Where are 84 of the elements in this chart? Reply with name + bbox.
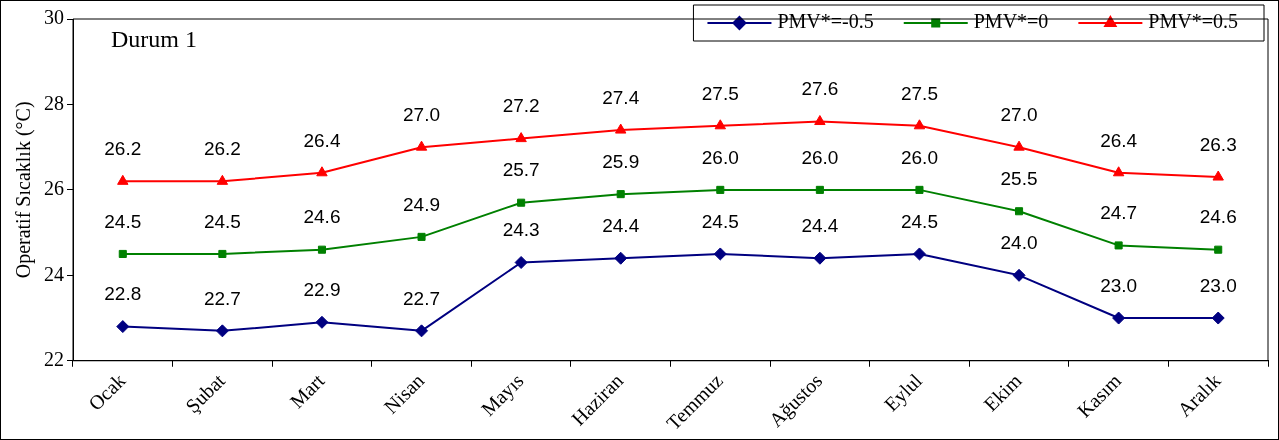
legend-label: PMV*=0 [973,10,1049,33]
data-label: 22.7 [203,287,241,309]
data-label: 25.9 [602,150,640,172]
data-label: 23.0 [1100,274,1138,296]
point [515,132,527,143]
data-label: 24.7 [1100,202,1138,224]
data-label: 27.5 [900,82,938,104]
point [1114,241,1123,250]
point [1012,268,1026,282]
y-tick-label: 24 [44,262,64,285]
point [514,256,528,269]
point [415,324,429,338]
data-label: 22.7 [403,287,441,309]
point [116,320,130,334]
point [216,174,229,185]
y-axis-title: Operatif Sıcaklık (°C) [12,101,36,279]
data-label: 26.3 [1199,133,1237,155]
point [815,185,824,194]
point [915,185,924,194]
point [713,247,727,261]
point [616,190,625,199]
data-label: 24.5 [203,210,241,232]
point [1013,140,1025,151]
point [117,174,129,185]
data-label: 27.4 [602,86,640,108]
point [118,249,127,258]
x-tick-label: Mart [285,368,329,413]
data-label: 24.5 [104,210,142,232]
point [1212,170,1224,181]
point [614,251,628,265]
data-label: 24.5 [701,210,739,232]
data-label: 27.0 [403,103,441,125]
point [714,119,726,130]
y-tick-label: 28 [44,91,64,114]
data-label: 22.9 [303,279,341,301]
point [913,119,926,130]
annotation: Durum 1 [111,26,197,53]
data-label: 22.8 [104,283,142,305]
point [1015,207,1024,216]
point [1112,311,1126,325]
data-label: 25.7 [502,159,540,181]
data-label: 26.0 [801,146,839,168]
point [1214,245,1223,254]
point [415,140,428,151]
point [1211,311,1225,325]
data-label: 24.4 [801,214,839,236]
point [814,115,826,126]
data-label: 26.2 [104,138,142,160]
y-tick-label: 30 [44,6,64,29]
point [218,249,227,258]
data-label: 26.4 [1100,129,1138,151]
data-label: 26.2 [203,138,241,160]
data-label: 24.9 [403,193,441,215]
y-tick-label: 26 [44,177,64,200]
point [417,232,426,241]
point [716,185,725,194]
x-tick-label: Ocak [83,369,130,415]
point [517,198,526,207]
data-label: 26.0 [900,146,938,168]
data-label: 23.0 [1199,274,1237,296]
point [215,324,229,338]
data-label: 27.6 [801,78,839,100]
data-label: 26.0 [701,146,739,168]
data-label: 24.6 [303,206,341,228]
data-label: 25.5 [1000,167,1038,189]
data-label: 24.5 [900,210,938,232]
point [813,251,827,265]
data-label: 24.4 [602,214,640,236]
data-label: 24.6 [1199,206,1237,228]
point [615,123,627,134]
point [315,315,329,329]
data-label: 26.4 [303,129,341,151]
legend-label: PMV*=0.5 [1148,10,1239,33]
data-label: 27.2 [502,95,540,117]
point [1112,166,1125,177]
data-label: 27.5 [701,82,739,104]
point [912,247,926,261]
data-label: 24.3 [502,219,540,241]
data-label: 27.0 [1000,103,1038,125]
data-label: 24.0 [1000,232,1038,254]
point [317,245,326,254]
y-tick-label: 22 [44,348,64,370]
legend-label: PMV*=-0.5 [777,10,874,33]
point [316,166,328,177]
